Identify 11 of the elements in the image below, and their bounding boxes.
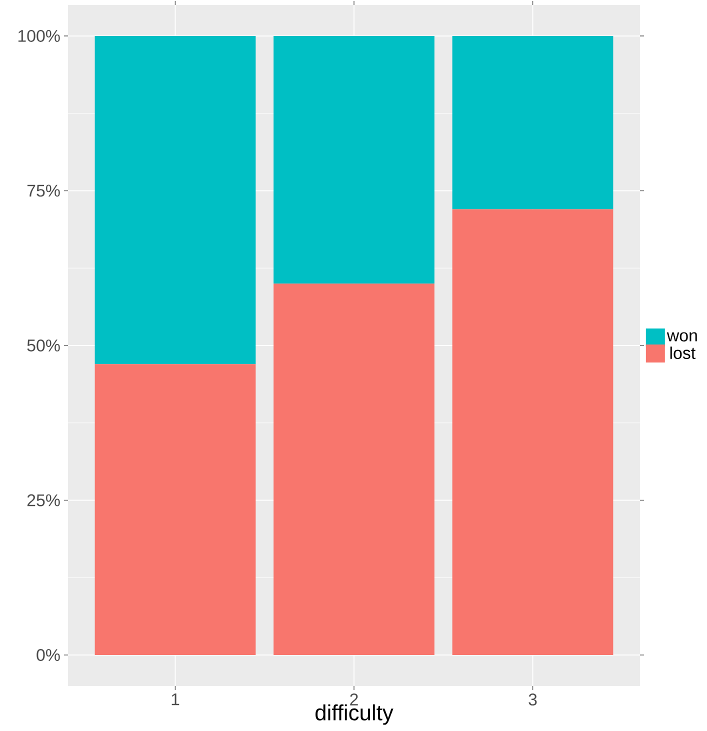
y-tick-label: 25% bbox=[27, 494, 60, 506]
x-tick-label: 3 bbox=[528, 694, 537, 706]
y-tick-label: 50% bbox=[27, 339, 60, 352]
y-tick-label: 100% bbox=[18, 30, 60, 42]
x-axis-title: difficulty bbox=[316, 704, 394, 725]
x-tick-label: 2 bbox=[350, 694, 358, 706]
y-tick-label: 75% bbox=[27, 184, 60, 197]
x-tick-label: 1 bbox=[172, 694, 180, 706]
y-tick-label: 0% bbox=[36, 649, 60, 662]
legend-label: won bbox=[666, 332, 697, 342]
legend-label: lost bbox=[670, 346, 696, 360]
